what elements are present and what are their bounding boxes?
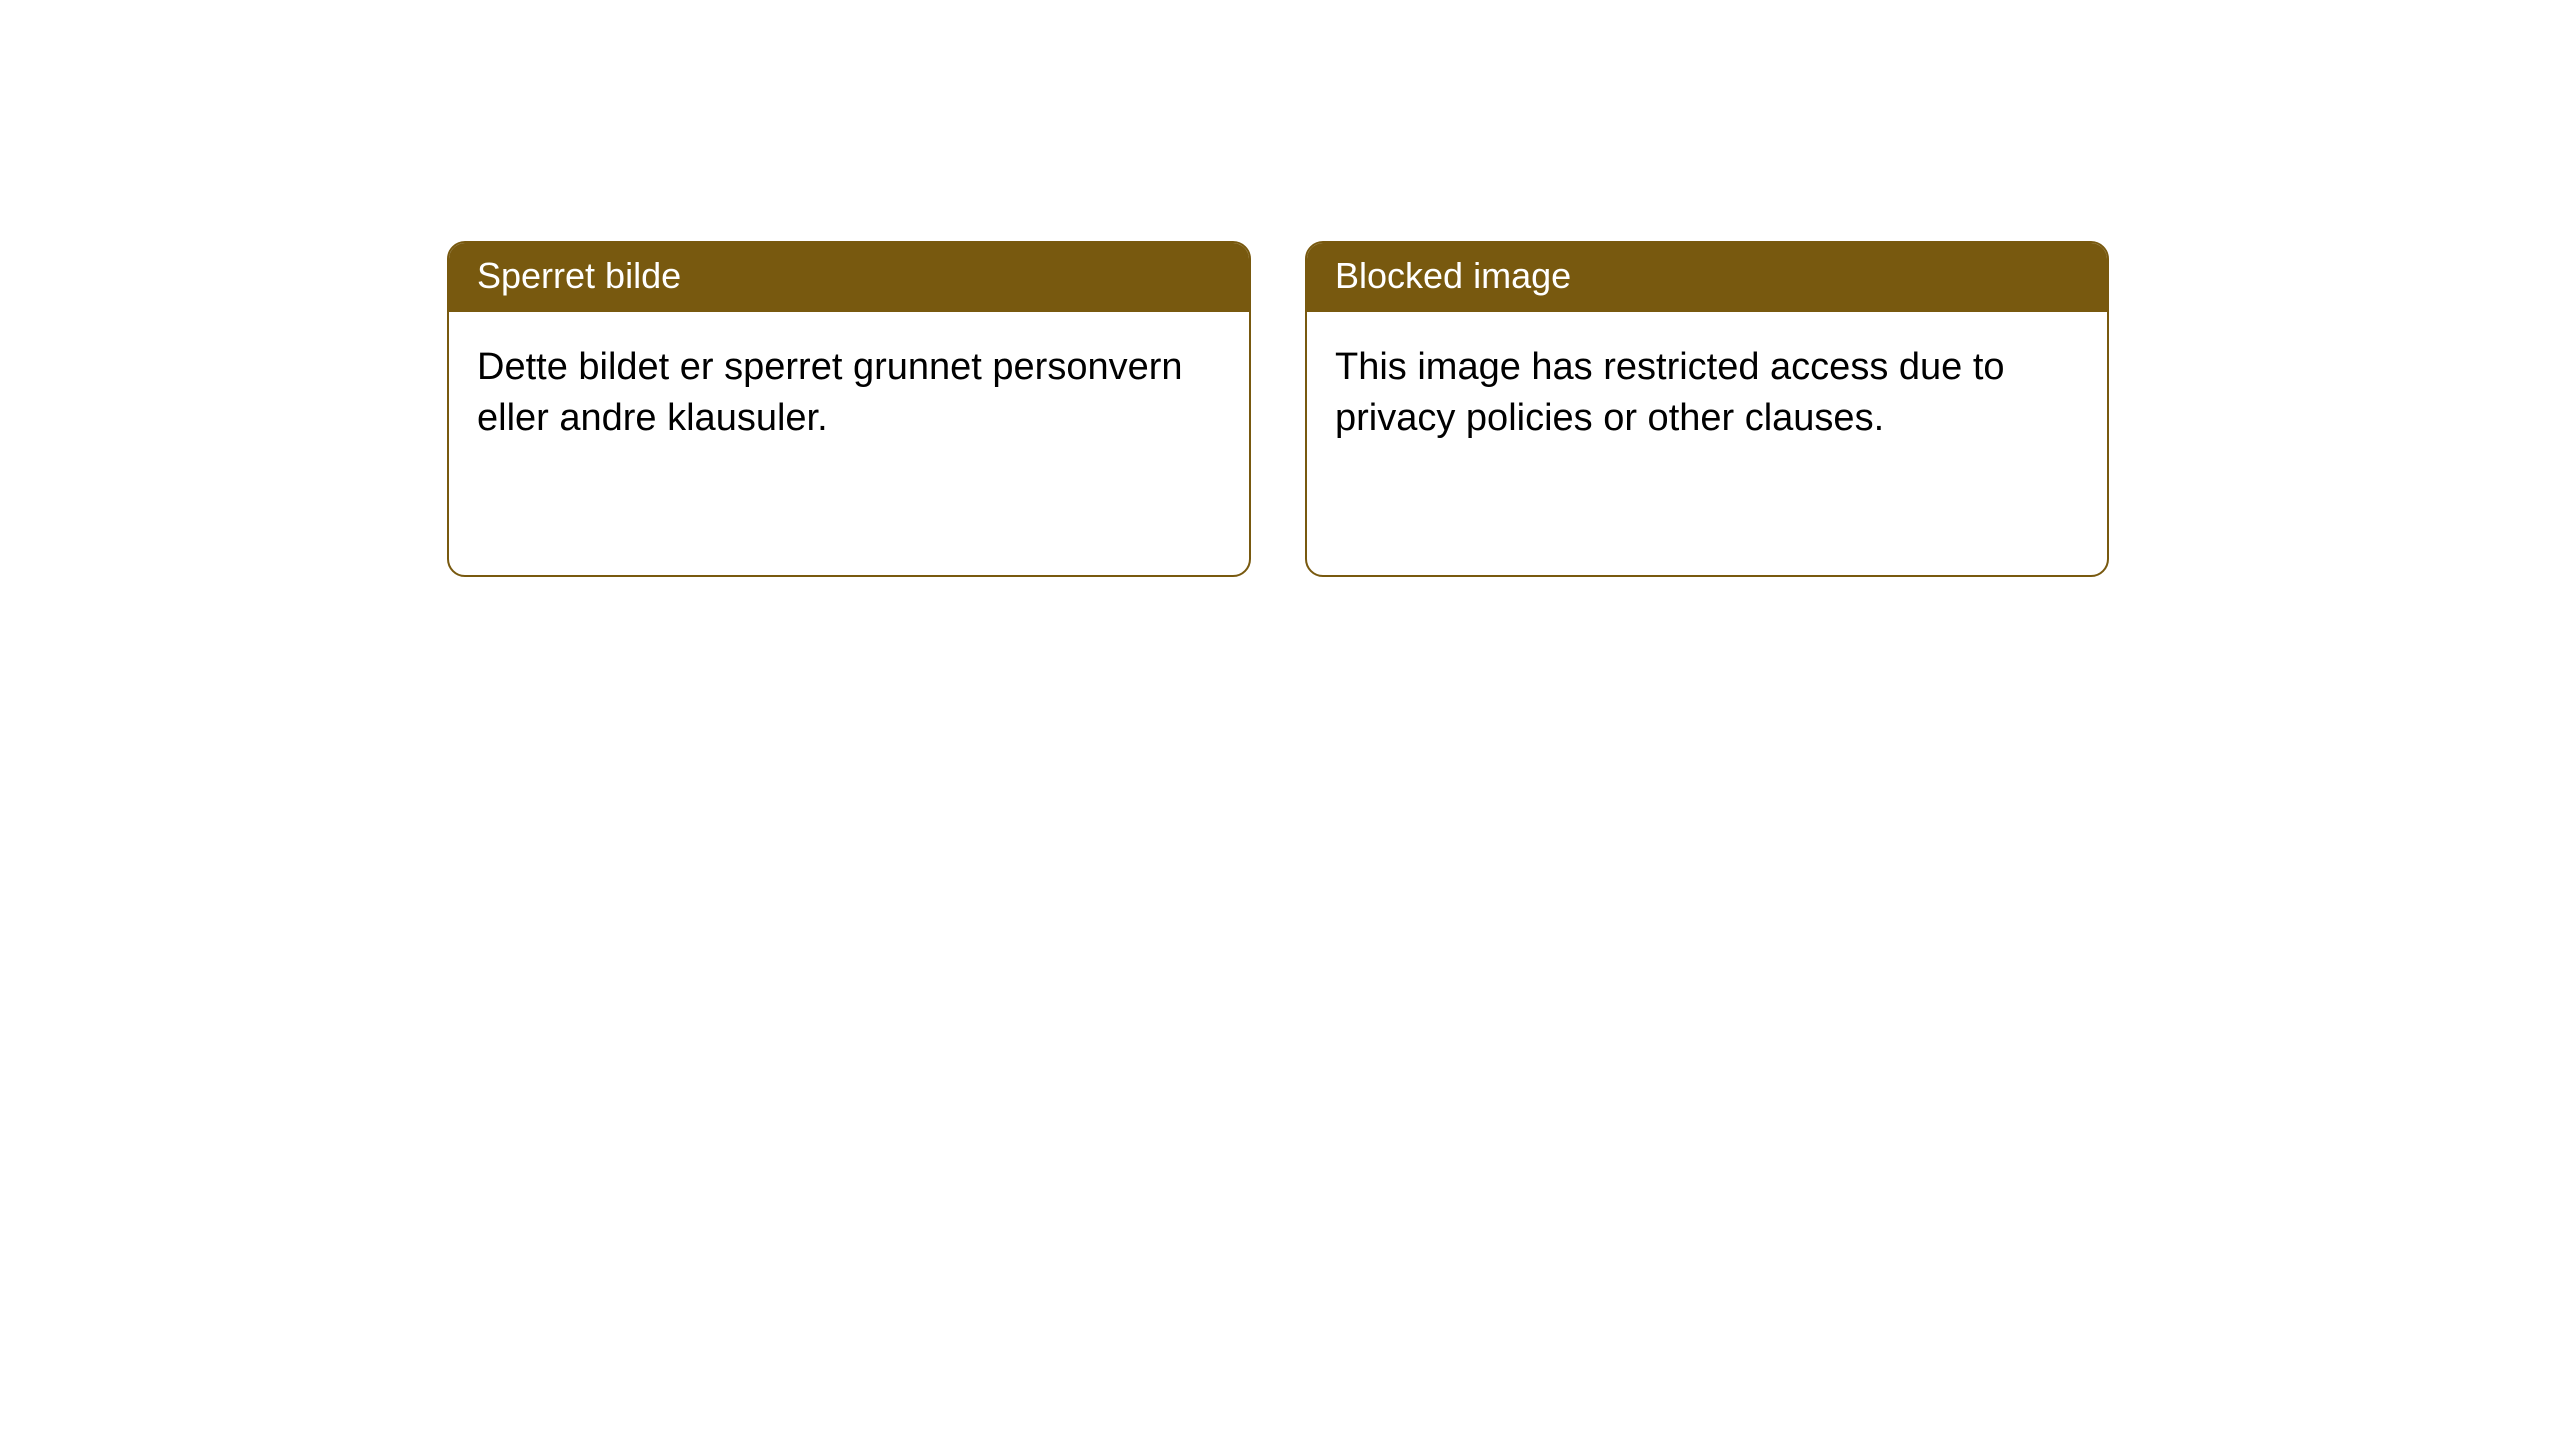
notice-header: Sperret bilde bbox=[449, 243, 1249, 312]
notice-header: Blocked image bbox=[1307, 243, 2107, 312]
notice-container: Sperret bilde Dette bildet er sperret gr… bbox=[447, 241, 2109, 577]
notice-body: This image has restricted access due to … bbox=[1307, 312, 2107, 475]
notice-box-english: Blocked image This image has restricted … bbox=[1305, 241, 2109, 577]
notice-box-norwegian: Sperret bilde Dette bildet er sperret gr… bbox=[447, 241, 1251, 577]
notice-body: Dette bildet er sperret grunnet personve… bbox=[449, 312, 1249, 475]
